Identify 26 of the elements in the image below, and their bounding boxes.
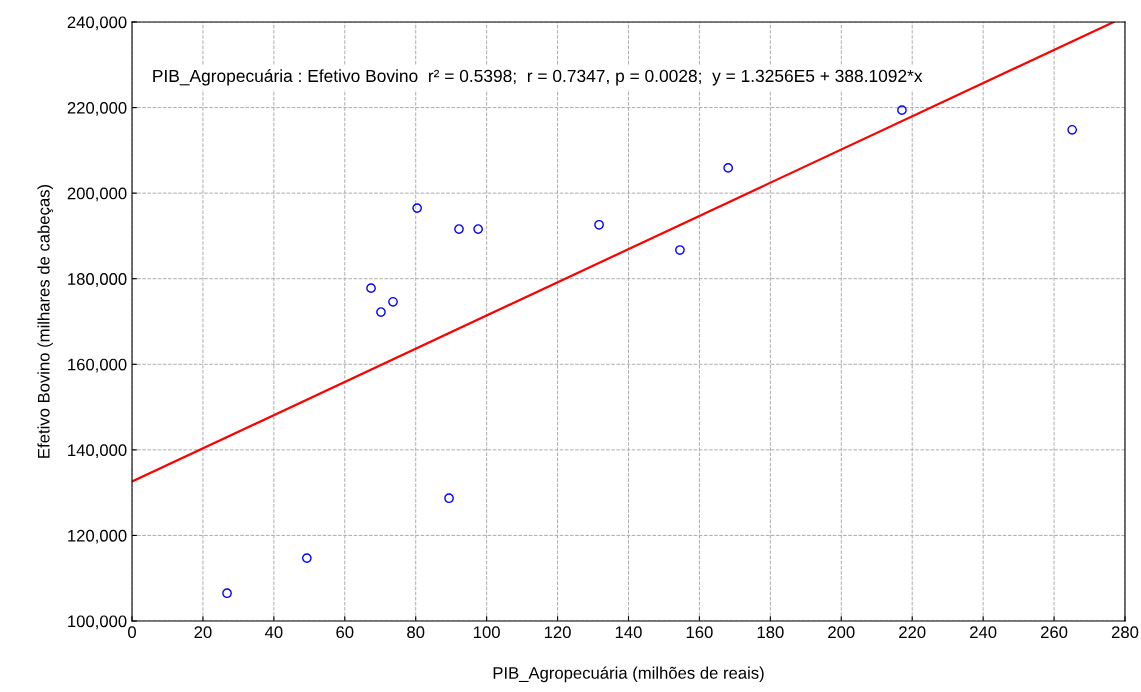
x-tick-label: 80 — [407, 626, 425, 639]
y-tick-label: 140,000 — [68, 444, 127, 459]
y-tick-label: 220,000 — [67, 101, 127, 116]
x-axis-title: PIB_Agropecuária (milhões de reais) — [493, 666, 764, 683]
x-tick-label: 280 — [1111, 626, 1139, 639]
x-tick-label: 40 — [264, 626, 283, 639]
x-tick-label: 160 — [686, 626, 713, 639]
y-tick-label: 100,000 — [68, 615, 127, 630]
x-tick-label: 120 — [544, 626, 571, 639]
annotation: PIB_Agropecuária : Efetivo Bovino r² = 0.5398; r = 0.7347, p = 0.0028; y = 1.3256E5 + 388.1092*x — [153, 69, 923, 86]
x-tick-label: 220 — [899, 626, 926, 639]
x-tick-label: 140 — [615, 626, 642, 639]
y-tick-label: 160,000 — [68, 358, 127, 373]
x-tick-label: 240 — [970, 626, 997, 639]
x-tick-label: 60 — [336, 626, 354, 639]
x-tick-label: 180 — [757, 626, 784, 639]
y-axis-title: Efetivo Bovino (milhares de cabeças) — [37, 184, 54, 458]
y-tick-label: 120,000 — [68, 529, 127, 544]
x-tick-label: 20 — [194, 626, 212, 639]
x-tick-label: 260 — [1041, 626, 1068, 639]
x-tick-label: 100 — [474, 626, 500, 639]
y-tick-label: 180,000 — [68, 273, 127, 287]
x-tick-label: 200 — [828, 626, 855, 639]
x-tick-label: 0 — [128, 626, 136, 639]
y-tick-label: 200,000 — [67, 187, 127, 202]
y-tick-label: 240,000 — [67, 16, 127, 31]
